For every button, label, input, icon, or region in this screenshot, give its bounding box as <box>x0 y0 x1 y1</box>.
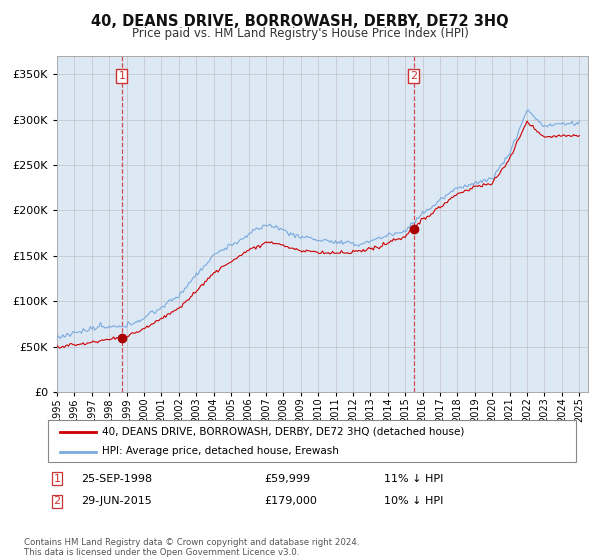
Text: 2: 2 <box>410 71 417 81</box>
Text: 40, DEANS DRIVE, BORROWASH, DERBY, DE72 3HQ (detached house): 40, DEANS DRIVE, BORROWASH, DERBY, DE72 … <box>102 427 464 437</box>
Text: 1: 1 <box>53 474 61 484</box>
Text: 2: 2 <box>53 496 61 506</box>
Text: 25-SEP-1998: 25-SEP-1998 <box>81 474 152 484</box>
Text: Contains HM Land Registry data © Crown copyright and database right 2024.
This d: Contains HM Land Registry data © Crown c… <box>24 538 359 557</box>
Text: £59,999: £59,999 <box>264 474 310 484</box>
Text: 1: 1 <box>118 71 125 81</box>
Text: 29-JUN-2015: 29-JUN-2015 <box>81 496 152 506</box>
Text: HPI: Average price, detached house, Erewash: HPI: Average price, detached house, Erew… <box>102 446 339 456</box>
Text: £179,000: £179,000 <box>264 496 317 506</box>
Text: 10% ↓ HPI: 10% ↓ HPI <box>384 496 443 506</box>
Text: 11% ↓ HPI: 11% ↓ HPI <box>384 474 443 484</box>
Text: 40, DEANS DRIVE, BORROWASH, DERBY, DE72 3HQ: 40, DEANS DRIVE, BORROWASH, DERBY, DE72 … <box>91 14 509 29</box>
Text: Price paid vs. HM Land Registry's House Price Index (HPI): Price paid vs. HM Land Registry's House … <box>131 27 469 40</box>
